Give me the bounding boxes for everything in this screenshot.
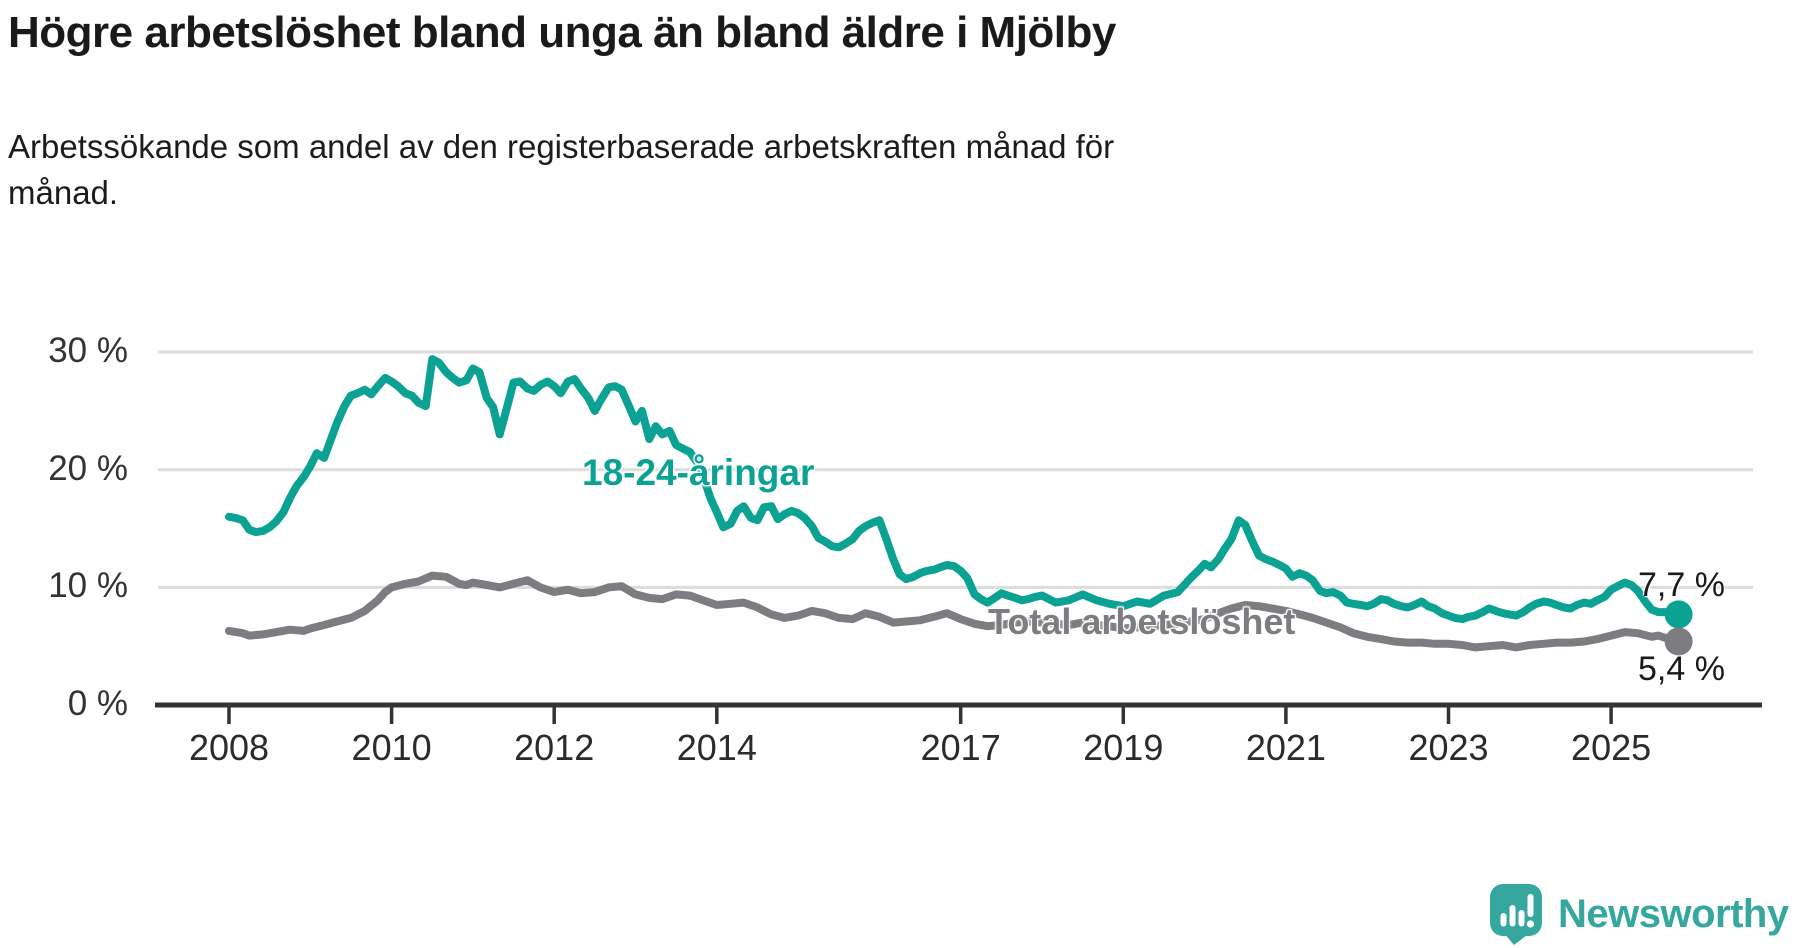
y-axis-label-30: 30 % <box>48 331 128 371</box>
x-axis-label-2021: 2021 <box>1245 727 1326 768</box>
x-axis-label-2010: 2010 <box>351 727 432 768</box>
end-value-label-total: 5,4 % <box>1638 650 1725 688</box>
x-axis-label-2017: 2017 <box>920 727 1001 768</box>
y-axis-label-10: 10 % <box>48 566 128 606</box>
series-end-dot-total-arbetslöshet <box>1664 627 1693 656</box>
series-label-18-24: 18-24-åringar <box>582 452 815 493</box>
series-label-total: Total arbetslöshet <box>988 601 1296 642</box>
y-axis-label-0: 0 % <box>67 684 128 723</box>
page-title: Högre arbetslöshet bland unga än bland ä… <box>8 8 1116 57</box>
y-axis-label-20: 20 % <box>48 448 128 488</box>
x-axis-label-2023: 2023 <box>1408 727 1489 768</box>
x-axis-label-2025: 2025 <box>1571 727 1652 768</box>
newsworthy-logo[interactable]: Newsworthy <box>1488 882 1789 946</box>
newsworthy-speech-bubble-chart-icon <box>1488 882 1545 946</box>
x-axis-label-2014: 2014 <box>676 727 757 768</box>
x-axis-label-2019: 2019 <box>1083 727 1164 768</box>
series-line-total-arbetslöshet <box>225 571 1683 652</box>
page-subtitle: Arbetssökande som andel av den registerb… <box>8 128 1115 211</box>
end-value-label-18-24: 7,7 % <box>1638 566 1725 604</box>
x-axis-label-2012: 2012 <box>514 727 595 768</box>
series-line-18-24-åringar <box>225 355 1683 624</box>
x-axis-label-2008: 2008 <box>188 727 270 768</box>
newsworthy-logo-text: Newsworthy <box>1558 891 1789 936</box>
series-end-dot-18-24-åringar <box>1664 600 1693 629</box>
